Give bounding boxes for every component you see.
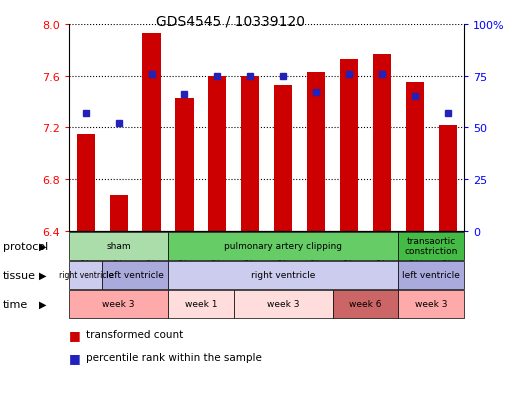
Bar — [274, 85, 292, 231]
Text: ▶: ▶ — [39, 270, 46, 280]
Bar — [110, 195, 128, 231]
Text: protocol: protocol — [3, 241, 48, 251]
Bar — [241, 76, 260, 231]
Text: week 1: week 1 — [185, 299, 217, 309]
Text: left ventricle: left ventricle — [402, 271, 460, 280]
Text: tissue: tissue — [3, 270, 35, 280]
Text: ▶: ▶ — [39, 299, 46, 309]
Bar — [439, 126, 457, 231]
Text: percentile rank within the sample: percentile rank within the sample — [86, 352, 262, 362]
Text: week 3: week 3 — [267, 299, 300, 309]
Text: week 3: week 3 — [103, 299, 135, 309]
Bar — [340, 59, 358, 231]
Text: ■: ■ — [69, 328, 81, 341]
Text: right ventricle: right ventricle — [251, 271, 315, 280]
Bar — [143, 34, 161, 231]
Text: transformed count: transformed count — [86, 330, 183, 339]
Bar — [76, 135, 95, 231]
Text: pulmonary artery clipping: pulmonary artery clipping — [224, 242, 342, 251]
Bar — [175, 98, 193, 231]
Text: transaortic
constriction: transaortic constriction — [405, 237, 458, 256]
Text: GDS4545 / 10339120: GDS4545 / 10339120 — [156, 14, 305, 28]
Bar — [307, 73, 325, 231]
Text: ▶: ▶ — [39, 241, 46, 251]
Text: left ventricle: left ventricle — [106, 271, 164, 280]
Text: ■: ■ — [69, 351, 81, 364]
Bar — [373, 55, 391, 231]
Bar — [208, 76, 226, 231]
Bar — [406, 83, 424, 231]
Text: time: time — [3, 299, 28, 309]
Text: week 6: week 6 — [349, 299, 382, 309]
Text: right ventricle: right ventricle — [58, 271, 113, 280]
Text: week 3: week 3 — [415, 299, 448, 309]
Text: sham: sham — [106, 242, 131, 251]
